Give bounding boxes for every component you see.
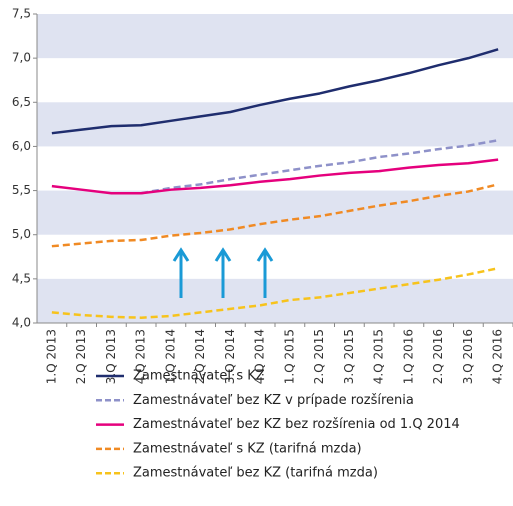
x-tick-label: 3.Q 2013 — [104, 329, 118, 384]
legend-label: Zamestnávateľ s KZ (tarifná mzda) — [133, 441, 362, 456]
x-tick-label: 1.Q 2013 — [44, 329, 58, 384]
series-line — [51, 158, 499, 195]
x-tick-label: 1.Q 2015 — [282, 329, 296, 384]
band — [37, 14, 513, 59]
series-line — [51, 267, 499, 319]
x-tick-label: 4.Q 2014 — [253, 329, 267, 384]
x-tick-label: 2.Q 2016 — [431, 329, 445, 384]
y-tick-label: 5,5 — [12, 183, 31, 197]
arrows — [172, 247, 274, 298]
band — [37, 102, 513, 147]
x-tick-label: 3.Q 2016 — [461, 329, 475, 384]
x-tick-label: 2.Q 2015 — [312, 329, 326, 384]
series-line — [140, 139, 499, 195]
y-tick-label: 7,5 — [12, 7, 31, 21]
x-tick-label: 2.Q 2013 — [74, 329, 88, 384]
arrow-head — [256, 247, 274, 262]
arrow-head — [172, 247, 190, 262]
x-tick-label: 1.Q 2014 — [163, 329, 177, 384]
y-tick-label: 7,0 — [12, 51, 31, 65]
y-tick-label: 4,0 — [12, 316, 31, 330]
x-tick-label: 4.Q 2013 — [134, 329, 148, 384]
series-line — [51, 48, 499, 135]
legend-label: Zamestnávateľ bez KZ bez rozšírenia od 1… — [133, 417, 460, 432]
x-tick-label: 3.Q 2015 — [342, 329, 356, 384]
series-line — [51, 183, 499, 248]
x-tick-label: 2.Q 2014 — [193, 329, 207, 384]
y-tick-label: 6,5 — [12, 95, 31, 109]
x-tick-label: 3.Q 2014 — [223, 329, 237, 384]
legend-label: Zamestnávateľ bez KZ (tarifná mzda) — [133, 466, 378, 481]
y-tick-label: 6,0 — [12, 139, 31, 153]
legend-label: Zamestnávateľ bez KZ v prípade rozšíreni… — [133, 393, 414, 408]
x-tick-label: 4.Q 2015 — [372, 329, 386, 384]
legend-label: Zamestnávateľ s KZ — [133, 369, 265, 384]
arrow-head — [214, 247, 232, 262]
x-tick-label: 1.Q 2016 — [401, 329, 415, 384]
y-tick-label: 4,5 — [12, 271, 31, 285]
y-tick-label: 5,0 — [12, 227, 31, 241]
x-tick-label: 4.Q 2016 — [491, 329, 505, 384]
band — [37, 278, 513, 323]
band — [37, 190, 513, 235]
